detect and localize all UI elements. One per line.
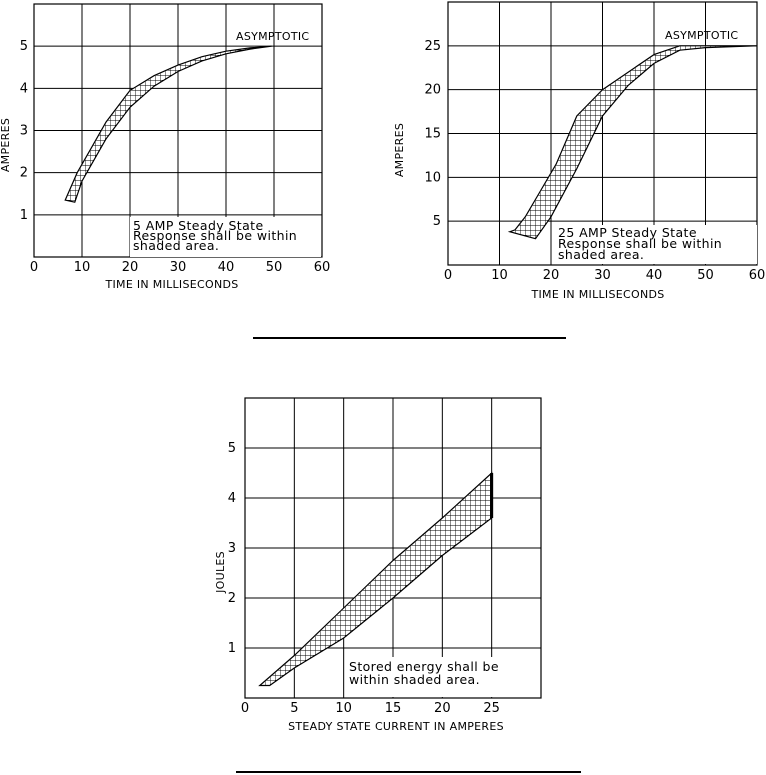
- x-tick-label: 30: [594, 268, 611, 283]
- chart-stored-energy: 0 5 10 15 20 25 1 2 3 4 5 STEADY STATE CURRENT IN …: [214, 397, 542, 733]
- y-tick-label: 5: [20, 39, 28, 54]
- y-tick-label: 2: [228, 591, 236, 606]
- chart-energy-note-box: Stored energy shall be within shaded are…: [345, 657, 540, 697]
- chart-25-amp-band: [507, 45, 758, 240]
- x-tick-label: 15: [385, 701, 402, 716]
- x-tick-label: 20: [122, 260, 139, 275]
- x-tick-label: 0: [444, 268, 452, 283]
- chart-5-amp-note-line-1: 5 AMP Steady State: [133, 218, 264, 233]
- chart-energy-note-line-1: Stored energy shall be: [349, 659, 499, 674]
- chart-energy-xlabel: STEADY STATE CURRENT IN AMPERES: [288, 720, 504, 733]
- x-tick-label: 0: [30, 260, 38, 275]
- x-tick-label: 5: [290, 701, 298, 716]
- chart-5-amp-ticks: 0 10 20 30 40 50 60 1 2 3 4 5: [20, 39, 331, 275]
- y-tick-label: 25: [424, 39, 441, 54]
- x-tick-label: 20: [543, 268, 560, 283]
- chart-5-amp-annotation: ASYMPTOTIC: [236, 30, 309, 43]
- y-tick-label: 4: [20, 81, 28, 96]
- chart-5-amp-band: [64, 45, 272, 203]
- y-tick-label: 10: [424, 170, 441, 185]
- chart-25-amp-response: 0 10 20 30 40 50 60 5 10 15 20 25 TIME IN MILLISECO…: [393, 1, 765, 301]
- y-tick-label: 2: [20, 166, 28, 181]
- chart-5-amp-xlabel: TIME IN MILLISECONDS: [104, 278, 238, 291]
- chart-25-amp-annotation: ASYMPTOTIC: [665, 29, 738, 42]
- chart-25-amp-xlabel: TIME IN MILLISECONDS: [530, 288, 664, 301]
- x-tick-label: 10: [491, 268, 508, 283]
- x-tick-label: 20: [434, 701, 451, 716]
- y-tick-label: 5: [433, 214, 441, 229]
- y-tick-label: 3: [20, 124, 28, 139]
- y-tick-label: 15: [424, 127, 441, 142]
- chart-5-amp-note-line-3: shaded area.: [133, 238, 219, 253]
- chart-5-amp-note-line-2: Response shall be within: [133, 228, 297, 243]
- x-tick-label: 40: [646, 268, 663, 283]
- chart-energy-band: [258, 471, 494, 687]
- chart-energy-ylabel: JOULES: [214, 551, 227, 594]
- x-tick-label: 50: [266, 260, 283, 275]
- x-tick-label: 60: [749, 268, 766, 283]
- chart-25-amp-note-line-1: 25 AMP Steady State: [558, 225, 697, 240]
- y-tick-label: 1: [20, 208, 28, 223]
- x-tick-label: 40: [218, 260, 235, 275]
- chart-25-amp-ticks: 0 10 20 30 40 50 60 5 10 15 20 25: [424, 39, 765, 283]
- x-tick-label: 30: [170, 260, 187, 275]
- x-tick-label: 0: [241, 701, 249, 716]
- chart-energy-ticks: 0 5 10 15 20 25 1 2 3 4 5: [228, 441, 500, 716]
- chart-25-amp-note-box: 25 AMP Steady State Response shall be wi…: [554, 225, 757, 264]
- chart-energy-note-line-2: within shaded area.: [349, 672, 480, 687]
- x-tick-label: 10: [74, 260, 91, 275]
- x-tick-label: 50: [697, 268, 714, 283]
- y-tick-label: 1: [228, 641, 236, 656]
- y-tick-label: 3: [228, 541, 236, 556]
- x-tick-label: 25: [483, 701, 500, 716]
- chart-energy-grid: [244, 397, 542, 699]
- tolerance-band: [64, 45, 272, 203]
- chart-5-amp-ylabel: AMPERES: [0, 118, 12, 172]
- x-tick-label: 60: [314, 260, 331, 275]
- chart-25-amp-ylabel: AMPERES: [393, 123, 406, 177]
- chart-5-amp-note-box: 5 AMP Steady State Response shall be wit…: [130, 217, 321, 257]
- x-tick-label: 10: [335, 701, 352, 716]
- chart-25-amp-note-line-3: shaded area.: [558, 247, 644, 262]
- y-tick-label: 4: [228, 491, 236, 506]
- y-tick-label: 5: [228, 441, 236, 456]
- tolerance-band: [507, 45, 758, 240]
- chart-25-amp-note-line-2: Response shall be within: [558, 236, 722, 251]
- y-tick-label: 20: [424, 83, 441, 98]
